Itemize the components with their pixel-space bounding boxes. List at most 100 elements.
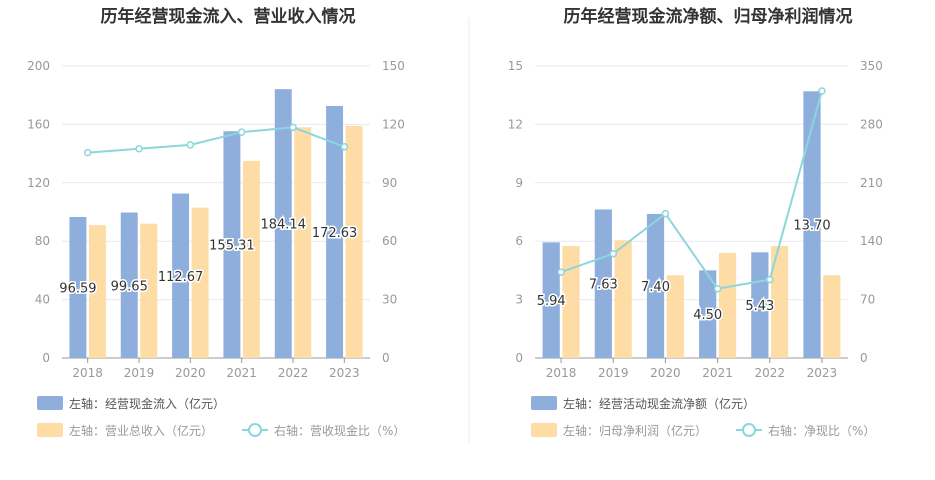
legend-swatch-revenue[interactable] <box>37 423 63 437</box>
ratio-point[interactable] <box>340 143 349 151</box>
x-tick-label: 2023 <box>807 366 838 380</box>
bar-secondary[interactable] <box>191 207 209 358</box>
y-right-tick-label: 120 <box>382 117 405 131</box>
bar-secondary[interactable] <box>294 127 312 358</box>
bar-secondary[interactable] <box>88 225 106 358</box>
bar-secondary[interactable] <box>823 275 841 358</box>
y-left-tick-label: 80 <box>35 234 50 248</box>
y-left-tick-label: 0 <box>42 351 50 365</box>
y-left-tick-label: 15 <box>508 59 523 73</box>
ratio-point[interactable] <box>766 275 774 284</box>
bar-primary[interactable] <box>120 212 138 358</box>
legend-label-net-cashflow[interactable]: 左轴：经营活动现金流净额（亿元） <box>563 396 755 411</box>
x-tick-label: 2018 <box>546 366 577 380</box>
y-right-tick-label: 150 <box>382 59 405 73</box>
legend-label-cash-inflow[interactable]: 左轴：经营现金流入（亿元） <box>69 396 225 411</box>
bar-value-label: 172.63 <box>312 226 358 241</box>
x-tick-label: 2021 <box>702 366 733 380</box>
legend-swatch-net-cashflow[interactable] <box>531 396 557 410</box>
ratio-line <box>87 126 345 154</box>
y-left-tick-label: 12 <box>508 117 523 131</box>
y-right-tick-label: 0 <box>860 351 868 365</box>
bar-value-label: 99.65 <box>111 279 148 294</box>
bar-primary[interactable] <box>274 89 292 358</box>
y-right-tick-label: 0 <box>382 351 390 365</box>
bar-value-label: 5.43 <box>745 299 774 314</box>
chart-title: 历年经营现金流入、营业收入情况 <box>101 6 356 27</box>
legend-swatch-net-cash-ratio-marker[interactable] <box>742 423 756 437</box>
bar-value-label: 184.14 <box>260 218 306 233</box>
y-right-tick-label: 350 <box>860 59 883 73</box>
bar-value-label: 7.40 <box>641 280 670 295</box>
ratio-point[interactable] <box>135 144 143 153</box>
bar-value-label: 4.50 <box>693 308 722 323</box>
bar-value-label: 155.31 <box>209 239 255 254</box>
y-right-tick-label: 60 <box>382 234 397 248</box>
bar-secondary[interactable] <box>718 252 737 358</box>
chart-net-cashflow-net-profit: 历年经营现金流净额、归母净利润情况 0 3 6 9 12 15 0 70 140 210 280 35… <box>508 6 883 438</box>
x-tick-label: 2019 <box>598 366 629 380</box>
y-left-tick-label: 6 <box>515 234 523 248</box>
bar-primary[interactable] <box>223 131 241 358</box>
legend-label-revenue[interactable]: 左轴：营业总收入（亿元） <box>69 423 213 438</box>
ratio-point[interactable] <box>186 141 195 149</box>
legend-swatch-cash-revenue-ratio-marker[interactable] <box>248 423 262 437</box>
x-tick-label: 2022 <box>278 366 309 380</box>
legend-label-net-cash-ratio[interactable]: 右轴：净现比（%） <box>768 423 875 438</box>
ratio-point[interactable] <box>83 148 92 157</box>
ratio-point[interactable] <box>818 87 826 95</box>
legend-label-net-profit[interactable]: 左轴：归母净利润（亿元） <box>563 423 707 438</box>
bar-value-label: 96.59 <box>59 281 96 296</box>
x-tick-label: 2023 <box>329 366 360 380</box>
x-tick-label: 2018 <box>72 366 103 380</box>
ratio-point[interactable] <box>557 268 565 276</box>
bar-value-label: 5.94 <box>537 294 566 309</box>
ratio-point[interactable] <box>713 285 722 293</box>
legend-swatch-cash-inflow[interactable] <box>37 396 63 410</box>
bar-secondary[interactable] <box>242 160 260 358</box>
bar-primary[interactable] <box>69 216 87 358</box>
bar-primary[interactable] <box>646 213 665 358</box>
bar-primary[interactable] <box>803 91 821 358</box>
bar-secondary[interactable] <box>771 246 789 358</box>
x-tick-label: 2022 <box>754 366 785 380</box>
bar-primary[interactable] <box>594 209 612 358</box>
y-right-tick-label: 70 <box>860 293 875 307</box>
legend-label-cash-revenue-ratio[interactable]: 右轴：营收现金比（%） <box>274 423 405 438</box>
y-left-tick-label: 120 <box>27 176 50 190</box>
ratio-point[interactable] <box>661 209 670 218</box>
ratio-point[interactable] <box>289 123 297 132</box>
bar-primary[interactable] <box>751 252 769 358</box>
bar-primary[interactable] <box>699 270 717 358</box>
x-tick-label: 2019 <box>124 366 155 380</box>
y-left-tick-label: 0 <box>515 351 523 365</box>
ratio-line <box>560 90 823 290</box>
bar-secondary[interactable] <box>345 125 363 358</box>
ratio-point[interactable] <box>609 249 617 258</box>
x-tick-label: 2020 <box>650 366 681 380</box>
x-tick-label: 2021 <box>226 366 257 380</box>
bar-primary[interactable] <box>172 193 190 358</box>
legend-swatch-net-profit[interactable] <box>531 423 557 437</box>
y-left-tick-label: 200 <box>27 59 50 73</box>
y-right-tick-label: 30 <box>382 293 397 307</box>
bar-primary[interactable] <box>542 242 560 358</box>
y-right-tick-label: 280 <box>860 117 883 131</box>
y-left-tick-label: 160 <box>27 117 50 131</box>
x-tick-label: 2020 <box>175 366 206 380</box>
y-right-tick-label: 140 <box>860 234 883 248</box>
bar-secondary[interactable] <box>562 246 580 358</box>
y-right-tick-label: 90 <box>382 176 397 190</box>
bar-value-label: 7.63 <box>589 278 618 293</box>
y-left-tick-label: 9 <box>515 176 523 190</box>
ratio-point[interactable] <box>237 128 246 136</box>
bar-secondary[interactable] <box>614 240 632 358</box>
y-left-tick-label: 40 <box>35 293 50 307</box>
chart-title: 历年经营现金流净额、归母净利润情况 <box>564 6 853 27</box>
y-right-tick-label: 210 <box>860 176 883 190</box>
bar-value-label: 112.67 <box>158 270 204 285</box>
bar-primary[interactable] <box>326 105 344 358</box>
bar-secondary[interactable] <box>666 275 684 358</box>
bar-secondary[interactable] <box>140 223 158 358</box>
